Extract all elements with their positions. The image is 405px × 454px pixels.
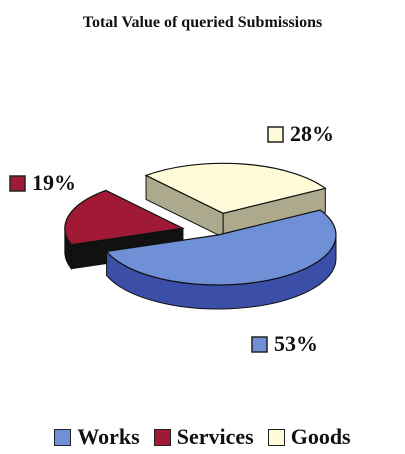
legend-item-services: Services [153, 424, 254, 450]
legend-label-goods: Goods [290, 424, 351, 449]
data-label-services: 19% [32, 170, 76, 195]
data-label-swatch-works [251, 336, 268, 353]
slice-top-goods [144, 162, 327, 214]
data-label-swatch-goods [267, 126, 284, 143]
slice-top-services [64, 189, 185, 246]
slice-top-works [105, 209, 337, 286]
legend-swatch-works [54, 428, 72, 446]
legend-label-works: Works [77, 424, 140, 449]
chart-title: Total Value of queried Submissions [82, 14, 323, 31]
legend-item-goods: Goods [267, 424, 351, 450]
data-label-works: 53% [274, 331, 318, 356]
legend-swatch-services [153, 428, 171, 446]
legend-item-works: Works [54, 424, 140, 450]
legend-label-services: Services [176, 424, 254, 449]
data-label-goods: 28% [290, 121, 334, 146]
chart-legend: Works Services Goods [0, 424, 405, 450]
data-label-swatch-services [9, 175, 26, 192]
legend-swatch-goods [267, 428, 285, 446]
